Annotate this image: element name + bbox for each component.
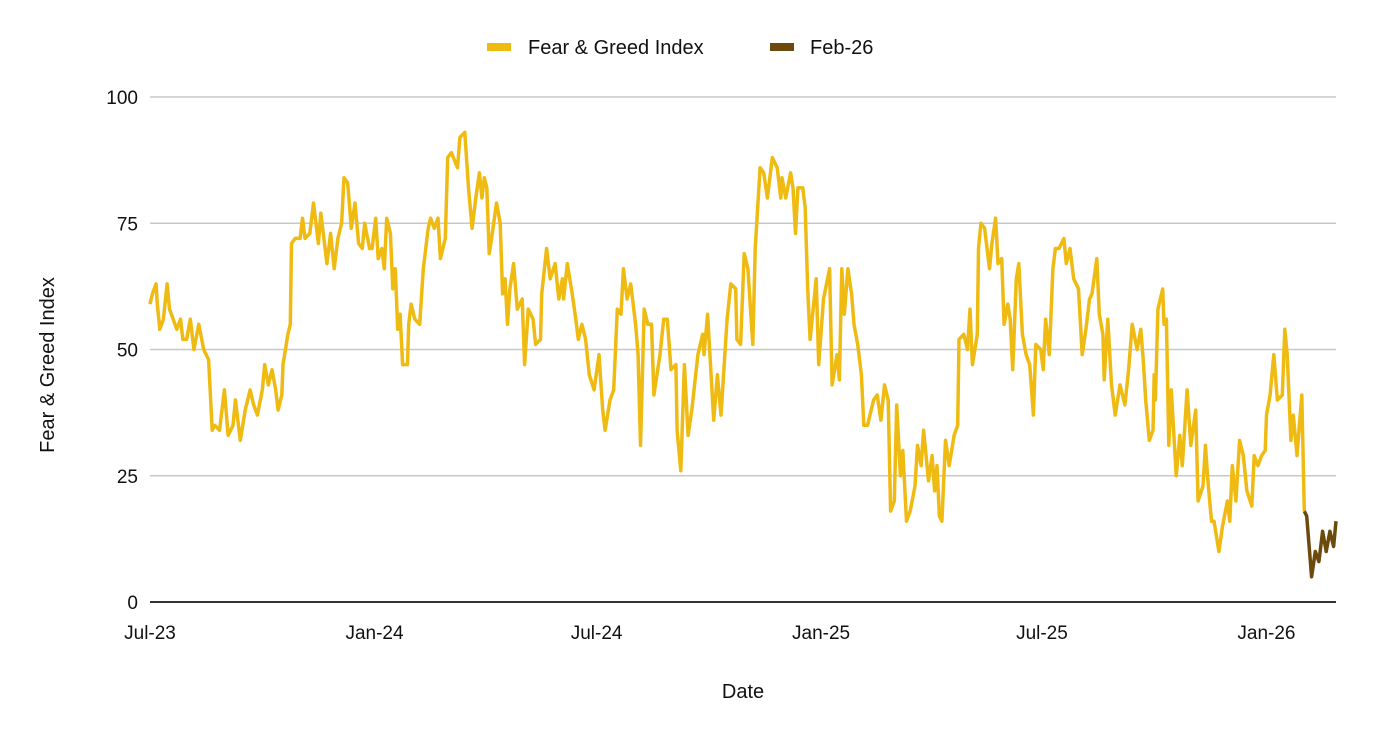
legend-label-fear-greed: Fear & Greed Index	[528, 37, 704, 59]
x-tick-label: Jan-26	[1237, 623, 1295, 644]
x-tick-label: Jul-24	[571, 623, 623, 644]
y-axis-title: Fear & Greed Index	[37, 277, 59, 453]
x-axis-title: Date	[722, 681, 764, 703]
legend-swatch-fear-greed	[487, 43, 511, 51]
legend-label-feb-26: Feb-26	[810, 37, 873, 59]
y-axis-ticks: 0 25 50 75 100	[106, 88, 138, 614]
series-line-feb-26	[1302, 510, 1338, 579]
y-tick-label: 100	[106, 88, 138, 109]
y-tick-label: 25	[117, 467, 138, 488]
x-tick-label: Jan-25	[792, 623, 850, 644]
x-axis-ticks: Jul-23 Jan-24 Jul-24 Jan-25 Jul-25 Jan-26	[124, 623, 1295, 644]
legend-swatch-feb-26	[770, 43, 794, 51]
x-tick-label: Jul-25	[1016, 623, 1068, 644]
y-tick-label: 0	[127, 593, 138, 614]
x-tick-label: Jan-24	[345, 623, 404, 644]
y-tick-label: 75	[117, 214, 138, 235]
series-lines	[148, 130, 1338, 579]
y-tick-label: 50	[117, 341, 138, 362]
series-line-fear-greed-index	[148, 130, 1307, 554]
x-tick-label: Jul-23	[124, 623, 176, 644]
legend: Fear & Greed Index Feb-26	[487, 37, 873, 59]
